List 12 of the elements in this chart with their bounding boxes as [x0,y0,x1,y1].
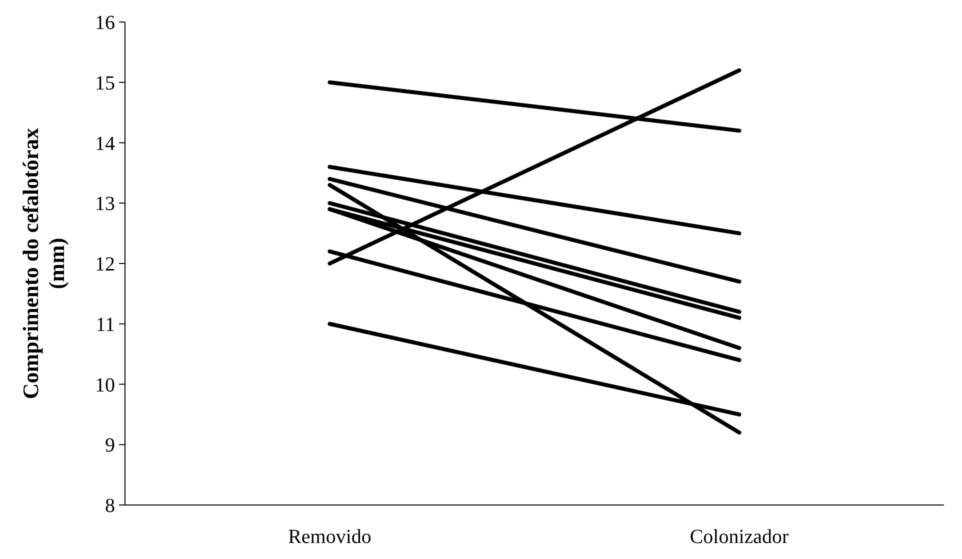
x-tick-label: Colonizador [690,526,790,548]
y-tick-label: 9 [105,434,115,457]
y-tick-label: 8 [105,495,115,517]
y-tick-label: 10 [95,374,115,396]
y-tick-label: 13 [95,193,115,216]
y-axis-title: Comprimento do cefalotórax (mm) [18,128,69,400]
y-tick-label: 14 [95,132,115,155]
y-tick-label: 11 [96,314,115,336]
y-tick-label: 15 [95,72,115,94]
y-tick-label: 12 [95,254,115,276]
x-tick-label: Removido [288,526,372,548]
y-tick-label: 16 [95,12,115,34]
